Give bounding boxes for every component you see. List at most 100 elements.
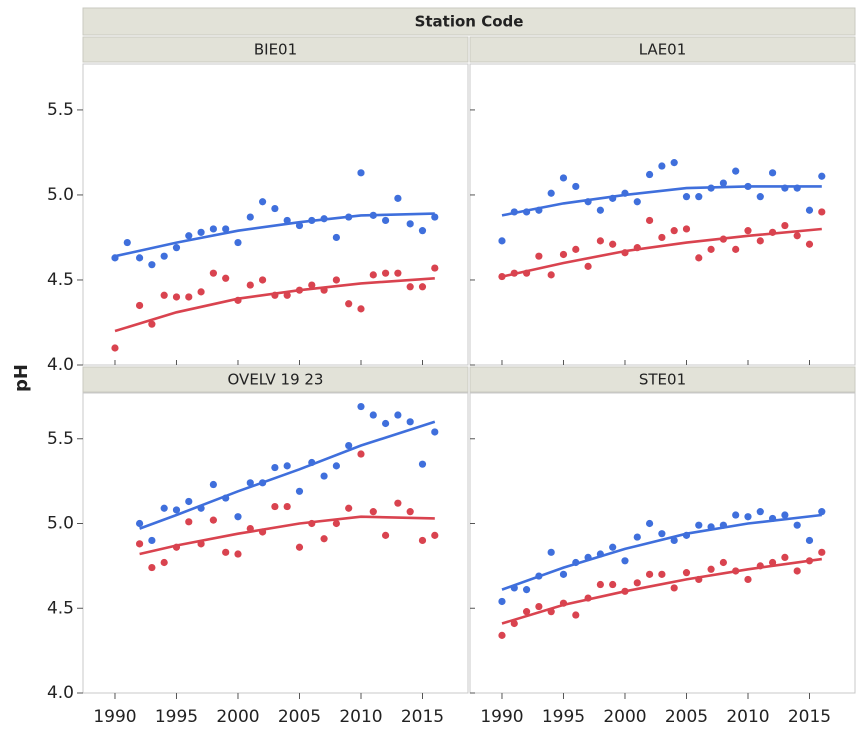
y-tick-label: 5.0 bbox=[47, 514, 74, 534]
data-point bbox=[744, 182, 752, 191]
data-point bbox=[498, 631, 506, 639]
data-point bbox=[209, 269, 217, 277]
data-point bbox=[357, 169, 365, 177]
data-point bbox=[756, 193, 764, 201]
data-point bbox=[559, 570, 568, 578]
data-point bbox=[148, 261, 156, 269]
data-point bbox=[185, 232, 193, 240]
data-point bbox=[160, 504, 168, 512]
data-point bbox=[394, 411, 402, 419]
data-point bbox=[781, 184, 789, 192]
data-point bbox=[522, 269, 531, 277]
facet-title: OVELV 19 23 bbox=[228, 371, 324, 389]
data-point bbox=[559, 250, 568, 259]
data-point bbox=[295, 543, 304, 551]
data-point bbox=[596, 237, 604, 245]
data-point bbox=[609, 580, 617, 589]
data-point bbox=[271, 463, 279, 472]
data-point bbox=[645, 570, 654, 578]
data-point bbox=[246, 213, 254, 221]
data-point bbox=[406, 418, 414, 426]
data-point bbox=[271, 204, 279, 213]
data-point bbox=[719, 179, 727, 187]
data-point bbox=[271, 291, 279, 299]
data-point bbox=[510, 619, 518, 628]
data-point bbox=[744, 227, 752, 235]
data-point bbox=[498, 237, 506, 245]
data-point bbox=[707, 245, 715, 253]
data-point bbox=[234, 513, 242, 521]
data-point bbox=[498, 272, 506, 281]
data-point bbox=[406, 220, 414, 228]
data-point bbox=[111, 254, 119, 262]
data-point bbox=[805, 240, 814, 248]
data-point bbox=[719, 521, 727, 529]
data-point bbox=[222, 225, 230, 233]
data-point bbox=[369, 271, 377, 279]
y-tick-label: 4.5 bbox=[47, 270, 74, 290]
data-point bbox=[695, 193, 703, 201]
x-tick-label: 2015 bbox=[401, 707, 444, 727]
data-point bbox=[559, 599, 568, 607]
data-point bbox=[135, 254, 144, 262]
data-point bbox=[818, 172, 826, 180]
facet-title: LAE01 bbox=[639, 41, 687, 59]
y-tick-label: 4.0 bbox=[47, 355, 74, 375]
data-point bbox=[682, 569, 691, 577]
data-point bbox=[332, 233, 340, 242]
data-point bbox=[111, 344, 119, 352]
data-point bbox=[160, 558, 168, 567]
data-point bbox=[258, 479, 267, 487]
data-point bbox=[682, 193, 691, 201]
data-point bbox=[535, 602, 543, 611]
header-band bbox=[82, 7, 856, 36]
data-point bbox=[234, 296, 242, 304]
data-point bbox=[246, 281, 254, 289]
data-point bbox=[258, 198, 267, 206]
data-point bbox=[781, 511, 789, 519]
data-point bbox=[283, 502, 291, 511]
trend-line bbox=[501, 513, 822, 591]
data-point bbox=[418, 283, 427, 291]
data-point bbox=[719, 558, 727, 567]
data-point bbox=[584, 594, 592, 602]
data-point bbox=[768, 558, 777, 567]
data-point bbox=[732, 567, 740, 575]
data-point bbox=[547, 548, 555, 556]
facet-band bbox=[469, 366, 856, 393]
data-point bbox=[633, 579, 641, 587]
data-point bbox=[258, 276, 267, 284]
data-point bbox=[197, 540, 205, 548]
data-point bbox=[160, 291, 168, 299]
data-point bbox=[431, 264, 439, 272]
data-point bbox=[308, 519, 316, 528]
data-point bbox=[160, 252, 168, 260]
data-point bbox=[695, 254, 703, 262]
data-point bbox=[805, 557, 814, 565]
data-point bbox=[732, 245, 740, 253]
data-point bbox=[793, 567, 801, 575]
data-point bbox=[793, 232, 801, 240]
y-tick-label: 5.5 bbox=[47, 100, 74, 120]
data-point bbox=[744, 513, 752, 521]
data-point bbox=[357, 450, 365, 458]
data-point bbox=[357, 305, 365, 313]
data-point bbox=[596, 580, 604, 589]
chart-title: Station Code bbox=[415, 13, 524, 31]
data-point bbox=[197, 288, 205, 296]
data-point bbox=[768, 169, 777, 177]
data-point bbox=[670, 584, 678, 592]
data-point bbox=[320, 472, 328, 480]
data-point bbox=[584, 262, 592, 270]
data-point bbox=[658, 162, 666, 170]
data-point bbox=[559, 174, 568, 182]
data-point bbox=[547, 608, 555, 616]
data-point bbox=[148, 320, 156, 328]
data-point bbox=[246, 524, 254, 533]
data-point bbox=[719, 235, 727, 243]
data-point bbox=[682, 225, 691, 233]
data-point bbox=[756, 237, 764, 245]
data-point bbox=[621, 249, 629, 257]
data-point bbox=[332, 462, 340, 470]
data-point bbox=[345, 300, 353, 308]
